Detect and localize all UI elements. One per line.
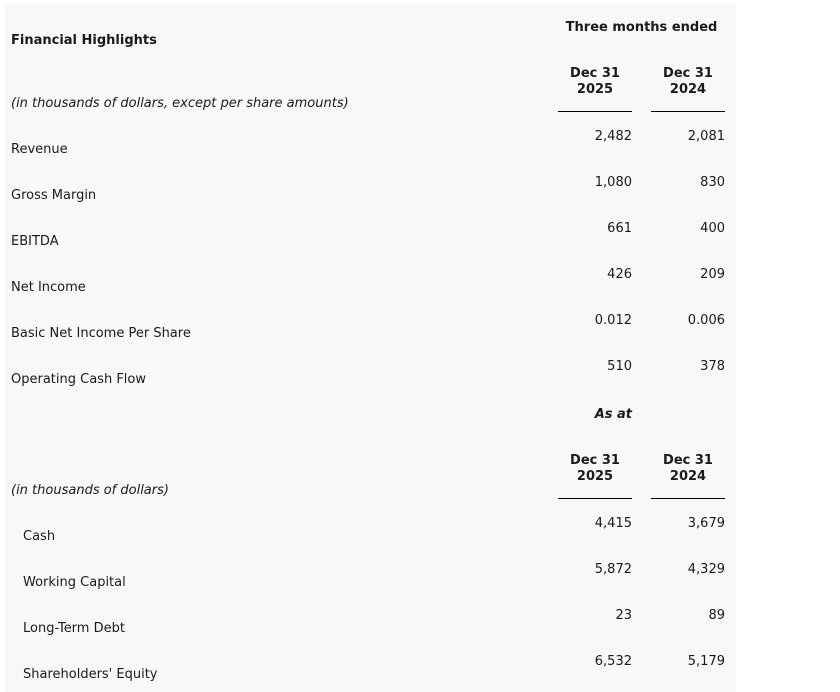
header-underline: [651, 498, 725, 499]
value-2025: 2,482: [594, 129, 632, 144]
value-2024: 2,081: [687, 129, 725, 144]
col-2025-header-line1: Dec 31: [570, 66, 620, 81]
value-2024: 4,329: [687, 562, 725, 577]
period-header: Three months ended: [565, 20, 718, 35]
units-note: (in thousands of dollars): [11, 483, 169, 498]
col-2024-header-line2: 2024: [669, 82, 707, 97]
value-2025: 5,872: [594, 562, 632, 577]
col-2024-header-line2: 2024: [669, 469, 707, 484]
row-label: Basic Net Income Per Share: [11, 326, 191, 341]
value-2025: 510: [607, 359, 632, 374]
value-2025: 661: [607, 221, 632, 236]
row-label: Long-Term Debt: [23, 621, 125, 636]
col-2024-header-line1: Dec 31: [663, 66, 713, 81]
value-2024: 3,679: [687, 516, 725, 531]
header-underline: [651, 111, 725, 112]
value-2024: 89: [708, 608, 725, 623]
financial-highlights-panel: [5, 5, 736, 692]
value-2024: 209: [700, 267, 725, 282]
value-2025: 6,532: [594, 654, 632, 669]
value-2025: 0.012: [594, 313, 632, 328]
col-2024-header-line1: Dec 31: [663, 453, 713, 468]
col-2025-header-line2: 2025: [576, 469, 614, 484]
value-2024: 0.006: [687, 313, 725, 328]
row-label: Net Income: [11, 280, 86, 295]
col-2025-header-line1: Dec 31: [570, 453, 620, 468]
row-label: Working Capital: [23, 575, 126, 590]
col-2025-header-line2: 2025: [576, 82, 614, 97]
header-underline: [558, 111, 632, 112]
row-label: Shareholders' Equity: [23, 667, 158, 682]
value-2024: 400: [700, 221, 725, 236]
table-title: Financial Highlights: [11, 33, 157, 48]
row-label: Revenue: [11, 142, 68, 157]
header-underline: [558, 498, 632, 499]
value-2025: 4,415: [594, 516, 632, 531]
value-2024: 5,179: [687, 654, 725, 669]
value-2024: 830: [700, 175, 725, 190]
as-at-header: As at: [594, 407, 632, 422]
value-2024: 378: [700, 359, 725, 374]
row-label: Operating Cash Flow: [11, 372, 146, 387]
value-2025: 426: [607, 267, 632, 282]
row-label: Cash: [23, 529, 56, 544]
value-2025: 23: [615, 608, 632, 623]
row-label: Gross Margin: [11, 188, 97, 203]
units-note: (in thousands of dollars, except per sha…: [11, 96, 349, 111]
row-label: EBITDA: [11, 234, 59, 249]
value-2025: 1,080: [594, 175, 632, 190]
